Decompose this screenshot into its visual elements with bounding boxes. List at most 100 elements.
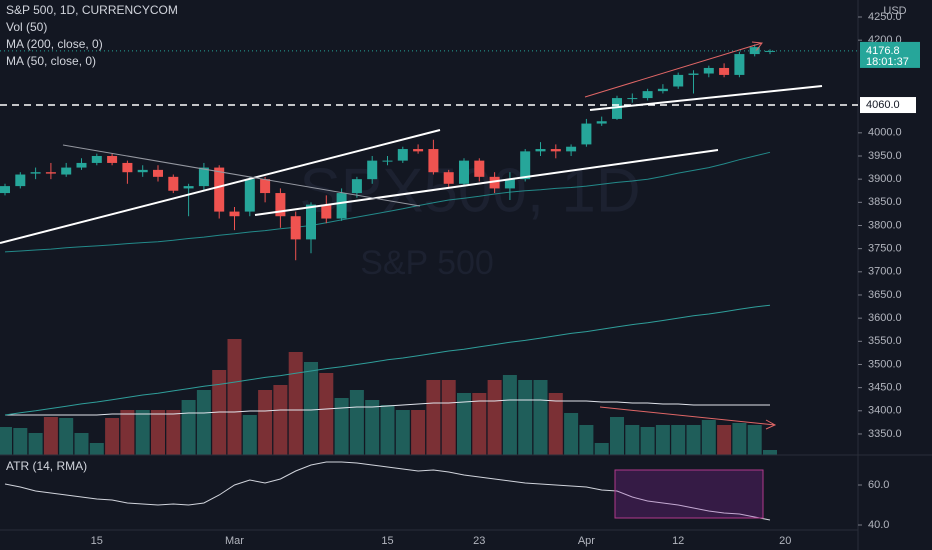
- volume-bar: [610, 417, 624, 455]
- candle-body: [244, 179, 255, 212]
- y-tick-label: 3600.0: [868, 312, 902, 324]
- volume-bar: [502, 375, 517, 455]
- volume-bar: [74, 433, 89, 455]
- volume-bar: [43, 417, 58, 455]
- volume-bar: [457, 393, 471, 455]
- arrow: [584, 41, 763, 98]
- candle-body: [596, 121, 607, 124]
- candle-body: [765, 50, 775, 52]
- volume-bar: [334, 398, 349, 455]
- candle-body: [183, 186, 194, 189]
- trend-line: [0, 129, 441, 244]
- candle-body: [168, 176, 179, 191]
- legend-atr: ATR (14, RMA): [6, 459, 87, 473]
- volume-bar: [349, 390, 364, 455]
- volume-bar: [105, 418, 120, 455]
- x-tick-label: 20: [779, 535, 791, 547]
- last-price: 4176.8: [866, 45, 900, 57]
- candle-body: [749, 47, 760, 55]
- volume-bar: [548, 393, 563, 455]
- candle-body: [550, 149, 561, 152]
- volume-bar: [135, 410, 150, 455]
- y-tick-label: 3950.0: [868, 150, 902, 162]
- legend-vol: Vol (50): [6, 20, 47, 34]
- volume-bar: [304, 362, 318, 455]
- candle-body: [428, 149, 439, 173]
- trend-line: [62, 144, 421, 207]
- volume-bar: [487, 380, 502, 455]
- candle-body: [688, 73, 699, 75]
- legend-ma: MA (200, close, 0): [6, 37, 103, 51]
- volume-bar: [59, 418, 74, 455]
- y-tick-label: 3400.0: [868, 405, 902, 417]
- last-price-box: [860, 41, 920, 68]
- candle-body: [459, 160, 469, 184]
- y-tick-label: 3350.0: [868, 428, 902, 440]
- series-line: [4, 304, 771, 416]
- candle-body: [275, 193, 286, 217]
- candle-body: [107, 155, 118, 163]
- volume-bar: [319, 373, 334, 455]
- candle-body: [306, 204, 316, 240]
- volume-bar: [395, 410, 410, 455]
- candle-body: [382, 160, 393, 162]
- volume-bar: [701, 420, 716, 455]
- candle-body: [642, 91, 653, 99]
- y-tick-label: 3550.0: [868, 335, 902, 347]
- volume-bar: [0, 427, 12, 455]
- legend-title: S&P 500, 1D, CURRENCYCOM: [6, 3, 178, 17]
- y-tick-label: 60.0: [868, 479, 889, 491]
- volume-bar: [518, 380, 533, 455]
- y-tick-label: 3450.0: [868, 382, 902, 394]
- y-tick-label: 4000.0: [868, 127, 902, 139]
- volume-bar: [166, 410, 181, 455]
- candle-body: [0, 186, 10, 194]
- volume-bar: [747, 425, 762, 455]
- countdown: 18:01:37: [866, 56, 909, 68]
- volume-bar: [258, 390, 273, 455]
- candle-body: [474, 160, 485, 177]
- arrow: [599, 406, 777, 430]
- x-tick-label: 15: [381, 535, 393, 547]
- candle-body: [290, 216, 301, 240]
- candle-body: [627, 98, 638, 100]
- y-tick-label: 3900.0: [868, 173, 902, 185]
- x-tick-label: 15: [91, 535, 103, 547]
- candle-body: [443, 172, 454, 184]
- volume-bar: [28, 433, 43, 455]
- series-line: [5, 399, 770, 416]
- x-tick-label: 12: [672, 535, 684, 547]
- volume-bar: [365, 400, 380, 455]
- volume-bar: [273, 385, 288, 455]
- candle-body: [657, 88, 668, 92]
- candle-body: [91, 155, 102, 163]
- candle-body: [122, 162, 133, 173]
- candle-body: [397, 149, 408, 161]
- y-tick-label: 4250.0: [868, 11, 902, 23]
- volume-bar: [13, 428, 28, 455]
- candle-body: [703, 67, 714, 74]
- candle-body: [260, 179, 271, 194]
- candle-body: [413, 149, 424, 152]
- candle-body: [30, 172, 41, 174]
- candle-body: [214, 167, 225, 212]
- plot: [0, 44, 777, 521]
- volume-bar: [89, 443, 104, 455]
- volume-bar: [594, 443, 609, 455]
- y-tick-label: 3750.0: [868, 243, 902, 255]
- volume-bar: [579, 425, 594, 455]
- candle-body: [504, 179, 515, 189]
- volume-bar: [640, 427, 655, 455]
- volume-bar: [686, 425, 701, 455]
- volume-bar: [151, 410, 165, 455]
- volume-bar: [655, 425, 670, 455]
- y-tick-label: 3850.0: [868, 196, 902, 208]
- volume-bar: [380, 405, 395, 455]
- y-tick-label: 40.0: [868, 519, 889, 531]
- legend-ma: MA (50, close, 0): [6, 54, 96, 68]
- y-tick-label: 3650.0: [868, 289, 902, 301]
- candle-body: [137, 169, 148, 173]
- candle-body: [520, 151, 531, 180]
- volume-bar: [411, 410, 426, 455]
